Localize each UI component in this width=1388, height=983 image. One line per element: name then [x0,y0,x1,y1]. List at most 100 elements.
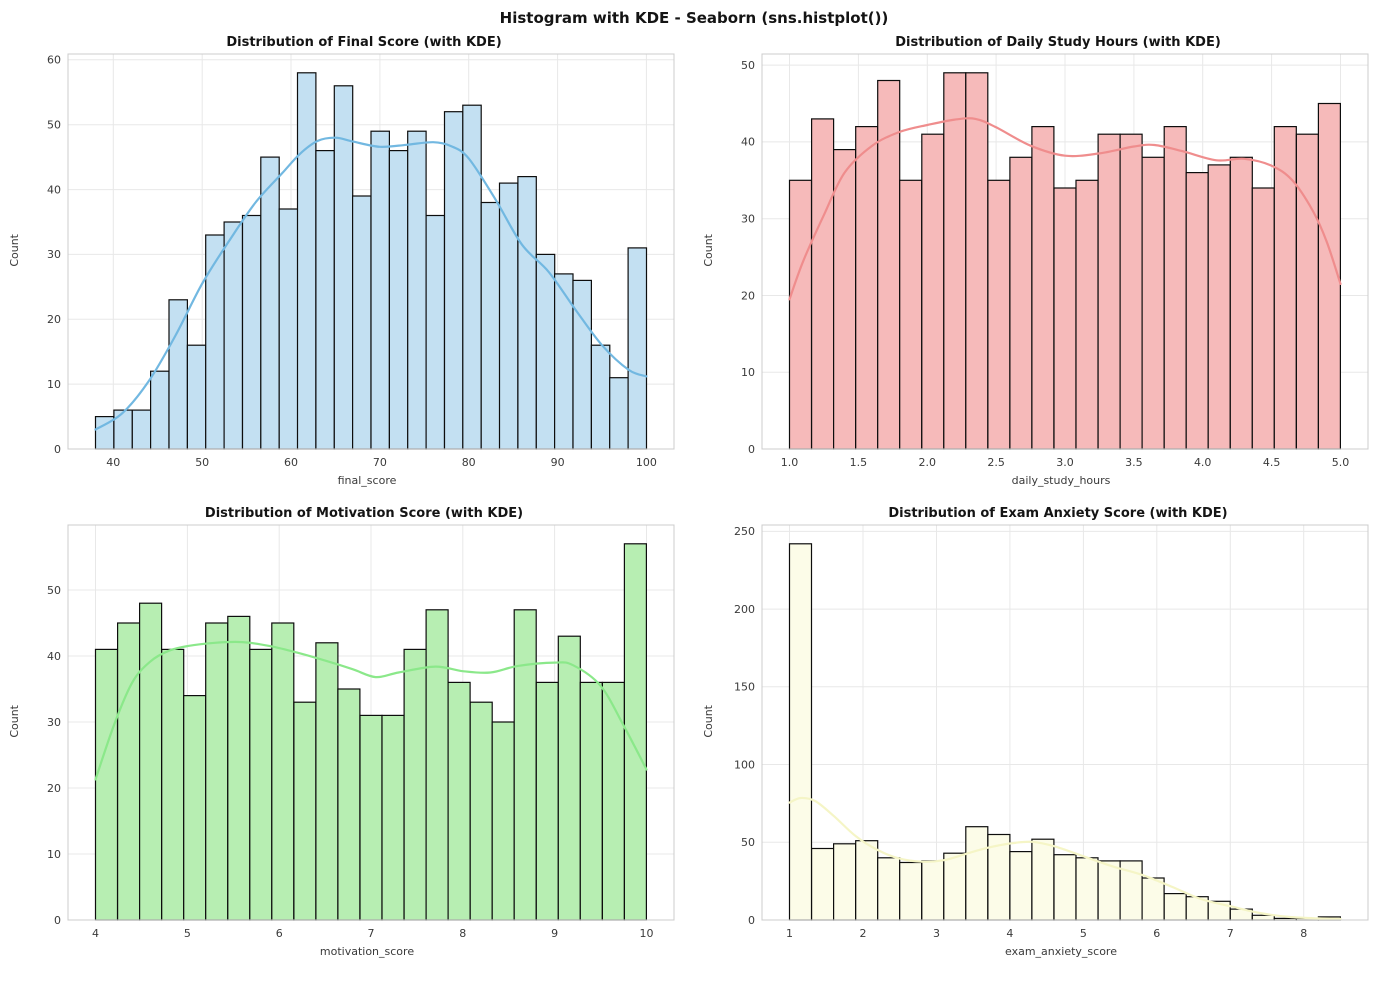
y-axis-label: Count [702,705,715,738]
histogram-bar [590,344,611,450]
histogram-bar [407,130,427,450]
subplot-daily-study-hours: Distribution of Daily Study Hours (with … [694,28,1388,499]
x-tick-labels: 4 5 6 7 8 9 10 [92,927,654,940]
histogram-bar [205,622,229,921]
histogram-bar [296,72,317,450]
x-tick-labels: 1 2 3 4 5 6 7 8 [786,927,1307,940]
histogram-bar [832,148,857,450]
y-tick-labels: 0 10 20 30 40 50 [47,584,61,927]
histogram-bar [249,648,273,921]
histogram-bar [1097,860,1121,921]
subplot-title: Distribution of Exam Anxiety Score (with… [888,506,1228,521]
y-tick-label: 40 [741,136,755,149]
x-tick-label: 8 [1300,927,1307,940]
y-tick-labels: 0 10 20 30 40 50 [741,59,755,456]
histogram-bar [183,695,207,921]
histogram-daily-study-hours: 1.0 1.5 2.0 2.5 3.0 3.5 4.0 4.5 5.0 0 10 20 30 40 50 [741,53,1369,469]
histogram-bar [425,214,446,450]
x-tick-label: 2.0 [919,456,937,469]
histogram-bar [381,714,405,921]
histogram-bars [788,72,1342,450]
x-tick-labels: 40 50 60 70 80 90 100 [106,456,657,469]
histogram-bar [205,234,225,450]
histogram-bar [1229,156,1253,450]
histogram-bar [855,125,879,450]
y-tick-label: 20 [47,782,61,795]
histogram-bar [113,409,133,450]
histogram-bar [1185,171,1209,450]
histogram-bar [1053,187,1077,450]
histogram-bar [899,179,923,450]
histogram-bar [425,609,449,921]
histogram-bar [535,253,556,450]
histogram-bar [388,149,409,450]
y-tick-label: 50 [741,59,755,72]
x-tick-label: 70 [373,456,387,469]
subplot-title: Distribution of Daily Study Hours (with … [895,35,1221,50]
histogram-bar [278,208,299,450]
subplot-exam-anxiety-score: Distribution of Exam Anxiety Score (with… [694,499,1388,970]
histogram-bar [810,847,835,921]
x-tick-label: 6 [276,927,283,940]
subplot-body: Count 1 2 3 4 5 6 7 8 0 50 100 150 200 250 [702,522,1380,947]
subplot-body: Count 40 50 60 70 80 90 100 0 10 20 30 40 50 60 [8,51,686,476]
histogram-bar [517,175,537,450]
x-tick-label: 9 [551,927,558,940]
y-tick-label: 50 [47,119,61,132]
y-tick-label: 0 [54,443,61,456]
y-tick-label: 20 [47,313,61,326]
y-tick-labels: 0 10 20 30 40 50 60 [47,54,61,456]
histogram-bar [1207,164,1231,450]
histogram-bar [315,149,335,450]
histogram-bar [1141,877,1165,921]
kde-curve [94,136,648,431]
x-tick-label: 1 [786,927,793,940]
histogram-bar [1251,187,1275,450]
x-tick-label: 6 [1153,927,1160,940]
x-tick-label: 60 [284,456,298,469]
histogram-bar [921,133,945,450]
histogram-bar [1163,125,1187,450]
y-tick-label: 40 [47,650,61,663]
x-tick-label: 5 [1080,927,1087,940]
histogram-bars [94,72,648,450]
x-tick-label: 4.5 [1263,456,1281,469]
x-tick-label: 10 [640,927,654,940]
kde-curve [94,640,648,781]
histogram-exam-anxiety-score: 1 2 3 4 5 6 7 8 0 50 100 150 200 250 [734,524,1369,940]
x-tick-label: 4 [92,927,99,940]
y-tick-label: 10 [47,848,61,861]
x-tick-label: 4.0 [1194,456,1212,469]
histogram-bar [572,279,592,450]
figure-title: Histogram with KDE - Seaborn (sns.histpl… [499,9,889,27]
y-tick-label: 40 [47,183,61,196]
x-axis-label: final_score [337,474,397,487]
plot-border [761,53,1369,450]
y-tick-label: 250 [734,525,755,538]
histogram-bar [131,409,152,450]
histogram-bar [260,156,280,450]
y-tick-label: 30 [47,716,61,729]
x-tick-label: 50 [195,456,209,469]
y-tick-label: 10 [47,378,61,391]
histogram-bar [168,299,188,450]
histogram-bar [921,860,945,921]
y-tick-label: 50 [741,836,755,849]
histogram-bar [1141,156,1165,450]
y-tick-label: 100 [734,758,755,771]
histogram-bar [1251,914,1275,921]
histogram-bar [832,843,857,921]
x-tick-label: 1.5 [850,456,868,469]
plot-border [761,524,1369,921]
x-tick-label: 1.0 [781,456,799,469]
y-tick-label: 0 [748,443,755,456]
histogram-bar [553,273,574,450]
histogram-bar [1119,133,1143,450]
y-tick-label: 10 [741,366,755,379]
x-tick-label: 5.0 [1332,456,1350,469]
histogram-bar [1009,851,1033,921]
y-axis-label: Count [8,234,21,267]
x-axis-label: exam_anxiety_score [1005,945,1117,958]
histogram-bar [150,370,170,450]
